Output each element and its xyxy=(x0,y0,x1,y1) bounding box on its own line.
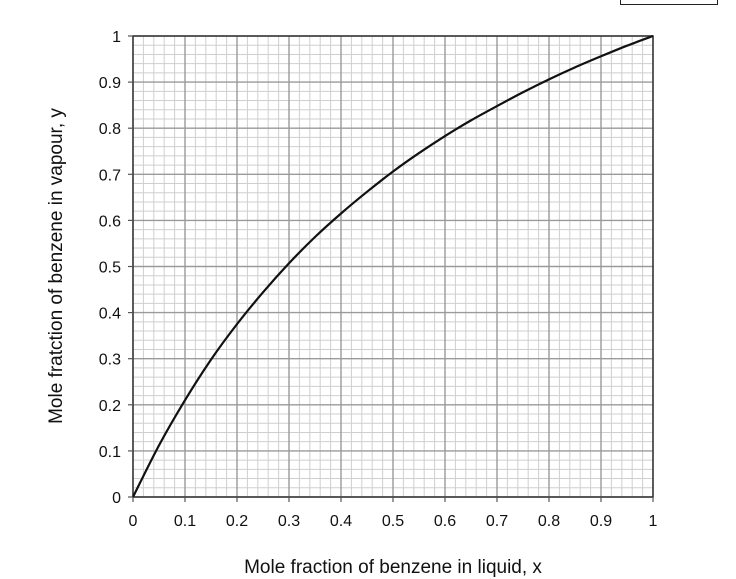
y-tick-label: 0.1 xyxy=(99,444,121,461)
y-tick-label: 0.5 xyxy=(99,260,121,277)
x-tick-label: 0.2 xyxy=(226,513,248,530)
x-tick-label: 0.9 xyxy=(590,513,612,530)
x-tick-label: 0.7 xyxy=(486,513,508,530)
corner-bracket-decoration xyxy=(620,0,718,5)
y-tick-label: 0.4 xyxy=(99,306,121,323)
x-tick-label: 0 xyxy=(129,513,138,530)
y-axis-title: Mole fratction of benzene in vapour, y xyxy=(46,108,67,424)
y-tick-label: 1 xyxy=(112,29,121,46)
x-axis-ticks: 0 0.1 0.2 0.3 0.4 0.5 0.6 0.7 0.8 0.9 1 xyxy=(129,497,658,530)
y-tick-label: 0.3 xyxy=(99,352,121,369)
x-tick-label: 0.6 xyxy=(434,513,456,530)
x-tick-label: 1 xyxy=(649,513,658,530)
major-grid xyxy=(132,35,654,498)
x-tick-label: 0.3 xyxy=(278,513,300,530)
x-tick-label: 0.4 xyxy=(330,513,352,530)
x-axis-title: Mole fraction of benzene in liquid, x xyxy=(244,557,542,578)
y-tick-label: 0.9 xyxy=(99,75,121,92)
equilibrium-curve xyxy=(132,34,654,498)
y-axis-ticks: 0 0.1 0.2 0.3 0.4 0.5 0.6 0.7 0.8 0.9 1 xyxy=(99,29,133,507)
x-tick-label: 0.1 xyxy=(174,513,196,530)
x-tick-label: 0.5 xyxy=(382,513,404,530)
y-tick-label: 0 xyxy=(112,490,121,507)
y-tick-label: 0.7 xyxy=(99,167,121,184)
y-tick-label: 0.8 xyxy=(99,121,121,138)
y-tick-label: 0.6 xyxy=(99,213,121,230)
x-tick-label: 0.8 xyxy=(538,513,560,530)
y-tick-label: 0.2 xyxy=(99,398,121,415)
